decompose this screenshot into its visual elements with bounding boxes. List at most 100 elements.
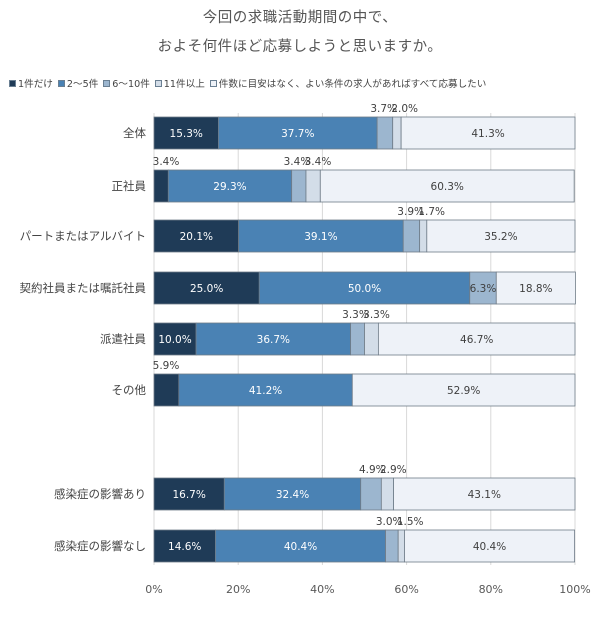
data-label: 52.9% bbox=[447, 385, 480, 397]
bar-segment bbox=[319, 169, 575, 203]
bar-segment bbox=[392, 116, 402, 150]
legend-item: 件数に目安はなく、よい条件の求人があればすべて応募したい bbox=[209, 76, 487, 90]
data-label: 41.3% bbox=[471, 128, 504, 140]
legend-swatch bbox=[9, 79, 16, 87]
data-label: 18.8% bbox=[519, 283, 552, 295]
bar-segment bbox=[291, 169, 307, 203]
data-label: 2.9% bbox=[380, 464, 407, 476]
x-tick-label: 0% bbox=[145, 583, 162, 596]
data-label: 3.3% bbox=[342, 309, 369, 321]
legend-label: 2～5件 bbox=[66, 79, 99, 90]
data-label: 40.4% bbox=[473, 541, 506, 553]
data-label: 3.9% bbox=[397, 206, 424, 218]
data-label: 4.9% bbox=[359, 464, 386, 476]
x-tick-label: 60% bbox=[394, 583, 418, 596]
data-label: 32.4% bbox=[276, 489, 309, 501]
category-label: パートまたはアルバイト bbox=[20, 229, 146, 243]
data-label: 37.7% bbox=[281, 128, 314, 140]
data-label: 15.3% bbox=[170, 128, 203, 140]
category-label: 派遣社員 bbox=[100, 332, 146, 346]
data-label: 3.4% bbox=[305, 156, 332, 168]
legend-item: 6～10件 bbox=[103, 76, 150, 90]
data-label: 3.4% bbox=[153, 156, 180, 168]
category-label: 感染症の影響あり bbox=[54, 487, 146, 501]
data-label: 60.3% bbox=[431, 181, 464, 193]
data-label: 25.0% bbox=[190, 283, 223, 295]
legend-swatch bbox=[103, 79, 111, 87]
bar-segment bbox=[153, 529, 216, 563]
bar-segment bbox=[397, 529, 405, 563]
bar-segment bbox=[364, 322, 379, 356]
data-label: 39.1% bbox=[304, 231, 337, 243]
x-tick-label: 100% bbox=[559, 583, 590, 596]
data-label: 6.3% bbox=[470, 283, 497, 295]
category-label: 感染症の影響なし bbox=[54, 539, 146, 553]
category-label: 契約社員または嘱託社員 bbox=[20, 281, 147, 295]
bar-segment bbox=[178, 373, 353, 407]
bar-segment bbox=[404, 529, 575, 563]
chart-title-line-2: およそ何件ほど応募しようと思いますか。 bbox=[157, 39, 443, 55]
data-label: 3.7% bbox=[370, 103, 397, 115]
bar-segment bbox=[426, 219, 576, 253]
data-label: 1.5% bbox=[397, 516, 424, 528]
bar-segment bbox=[305, 169, 321, 203]
bar-segment bbox=[393, 477, 576, 511]
data-label: 29.3% bbox=[213, 181, 246, 193]
bar-segment bbox=[376, 116, 394, 150]
legend-label: 11件以上 bbox=[163, 79, 205, 90]
data-label: 40.4% bbox=[284, 541, 317, 553]
bar-segment bbox=[402, 219, 421, 253]
x-tick-label: 40% bbox=[310, 583, 334, 596]
bar-segment bbox=[419, 219, 428, 253]
data-label: 3.0% bbox=[376, 516, 403, 528]
bar-segment bbox=[350, 322, 365, 356]
bar-segment bbox=[153, 219, 240, 253]
chart-legend: 1件だけ 2～5件 6～10件 11件以上 件数に目安はなく、よい条件の求人があればすべ… bbox=[9, 76, 599, 92]
x-tick-label: 20% bbox=[226, 583, 250, 596]
bar-segment bbox=[385, 529, 399, 563]
x-tick-label: 80% bbox=[479, 583, 503, 596]
bar-segment bbox=[218, 116, 378, 150]
category-label: その他 bbox=[112, 383, 147, 397]
bar-segment bbox=[223, 477, 362, 511]
bar-segment bbox=[400, 116, 576, 150]
data-label: 41.2% bbox=[249, 385, 282, 397]
legend-item: 2～5件 bbox=[57, 76, 99, 90]
bar-segment bbox=[153, 169, 169, 203]
data-label: 2.0% bbox=[391, 103, 418, 115]
bar-segment bbox=[153, 322, 197, 356]
legend-label: 6～10件 bbox=[112, 79, 150, 90]
bar-segment bbox=[167, 169, 293, 203]
data-label: 36.7% bbox=[257, 334, 290, 346]
bar-segment bbox=[495, 271, 576, 305]
data-label: 50.0% bbox=[348, 283, 381, 295]
bar-segment bbox=[215, 529, 386, 563]
data-label: 35.2% bbox=[484, 231, 517, 243]
data-label: 16.7% bbox=[172, 489, 205, 501]
legend-swatch bbox=[57, 79, 65, 87]
data-label: 5.9% bbox=[153, 360, 180, 372]
chart-title-line-1: 今回の求職活動期間の中で、 bbox=[202, 10, 398, 26]
legend-label: 1件だけ bbox=[18, 79, 53, 90]
bar-segment bbox=[380, 477, 394, 511]
legend-swatch bbox=[154, 79, 162, 87]
data-label: 3.4% bbox=[284, 156, 311, 168]
legend-item: 11件以上 bbox=[154, 76, 205, 90]
data-label: 20.1% bbox=[180, 231, 213, 243]
data-label: 43.1% bbox=[468, 489, 501, 501]
data-label: 3.3% bbox=[363, 309, 390, 321]
legend-label: 件数に目安はなく、よい条件の求人があればすべて応募したい bbox=[218, 79, 487, 90]
bar-segment bbox=[153, 271, 260, 305]
category-label: 正社員 bbox=[112, 179, 147, 193]
data-label: 14.6% bbox=[168, 541, 201, 553]
data-label: 10.0% bbox=[158, 334, 191, 346]
data-label: 1.7% bbox=[418, 206, 445, 218]
bar-segment bbox=[238, 219, 404, 253]
data-label: 46.7% bbox=[460, 334, 493, 346]
bar-segment bbox=[258, 271, 471, 305]
bar-segment bbox=[153, 373, 180, 407]
category-label: 全体 bbox=[123, 126, 146, 140]
legend-swatch bbox=[209, 79, 217, 87]
legend-item: 1件だけ bbox=[9, 76, 53, 90]
